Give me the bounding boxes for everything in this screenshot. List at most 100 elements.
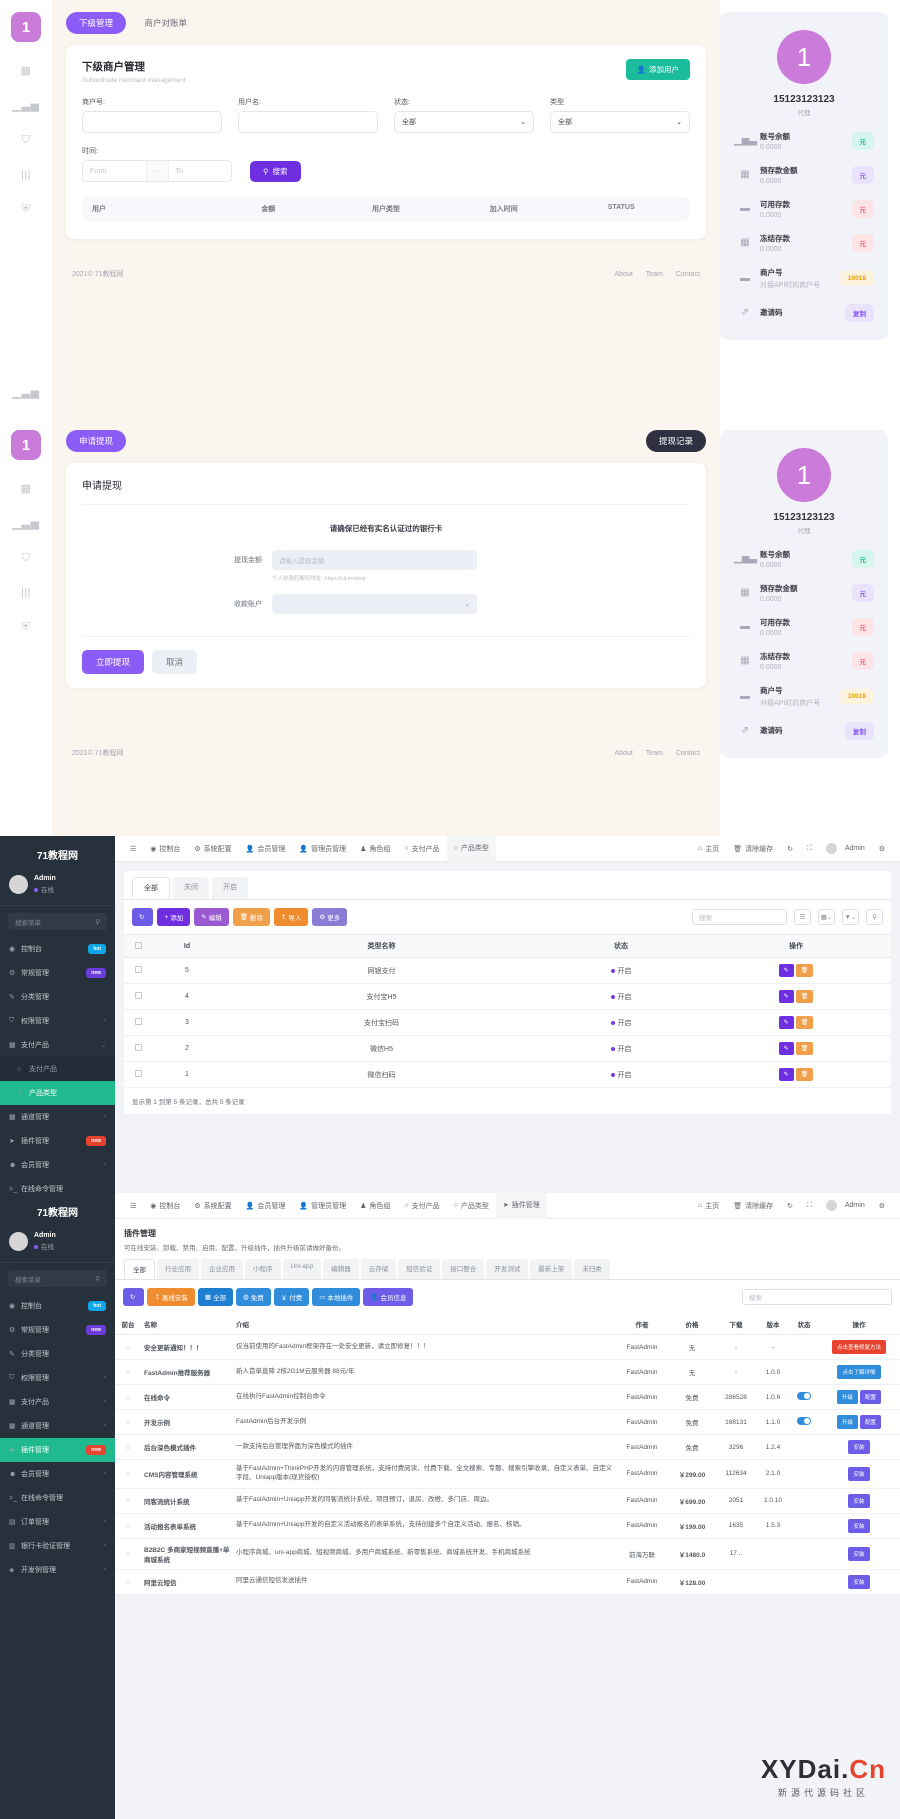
plugin-action-button[interactable]: 安装	[848, 1440, 870, 1454]
row-checkbox[interactable]	[134, 1070, 142, 1077]
edit-button[interactable]: ✎	[778, 964, 794, 977]
plugin-toolbar-button-1[interactable]: ↥ 离线安装	[147, 1288, 195, 1306]
plugin-tab-11[interactable]: 未归类	[574, 1259, 610, 1279]
plugin-action2-button[interactable]: 配置	[860, 1415, 882, 1429]
toolbar-button-1[interactable]: + 添加	[157, 908, 191, 926]
row-select[interactable]	[124, 957, 152, 984]
delete-button[interactable]: 🗑	[795, 1068, 814, 1081]
plugin-row[interactable]: ⌂ B2B2C 多商家短视频直播+单商城系统 小程序商城、uni-app商城、短视频…	[115, 1538, 900, 1570]
nav-item-5[interactable]: ○ 支付产品	[397, 1193, 446, 1219]
plugin-tab-7[interactable]: 短信验证	[398, 1259, 441, 1279]
delete-button[interactable]: 🗑	[795, 990, 814, 1003]
menu-search-input[interactable]: 搜索菜单 ⚲	[8, 913, 107, 930]
balance-badge[interactable]: 复制	[845, 722, 874, 740]
balance-badge[interactable]: 元	[851, 132, 874, 150]
menu-toggle-icon[interactable]: ☰	[130, 1202, 137, 1210]
edit-button[interactable]: ✎	[778, 1042, 794, 1055]
sidebar-item-8[interactable]: ➤ 插件管理 new	[0, 1129, 115, 1153]
plugin-tab-10[interactable]: 最新上架	[530, 1259, 573, 1279]
balance-badge[interactable]: 元	[851, 584, 874, 602]
nav-right-item-1[interactable]: 🗑 清除缓存	[726, 844, 780, 854]
tab-2[interactable]: 开启	[212, 877, 248, 899]
row-select[interactable]	[124, 1061, 152, 1088]
lock-icon[interactable]: ⛨	[21, 203, 31, 215]
balance-badge[interactable]: 复制	[845, 304, 874, 322]
plugin-toolbar-button-4[interactable]: ￥ 付费	[273, 1288, 310, 1306]
shield-icon[interactable]: ⛉	[21, 134, 31, 146]
plugin-row[interactable]: ⌂ 同客流统计系统 基于FastAdmin+Uniapp开发的同客流统计系统，项目预…	[115, 1488, 900, 1514]
nav-item-0[interactable]: ◉ 控制台	[143, 1193, 187, 1219]
date-to-input[interactable]: To	[175, 167, 183, 175]
row-checkbox[interactable]	[134, 1018, 142, 1025]
sidebar-item-0[interactable]: ◉ 控制台 hot	[0, 1294, 115, 1318]
tab-0[interactable]: 全部	[132, 877, 170, 899]
balance-badge[interactable]: 元	[851, 652, 874, 670]
sidebar-item-10[interactable]: ▥ 银行卡验证管理 ‹	[0, 1534, 115, 1558]
plugin-row[interactable]: ⌂ 安全更新通知！！！ 仅当前使用的FastAdmin框架存在一处安全更新，请立即修…	[115, 1334, 900, 1360]
row-select[interactable]	[124, 983, 152, 1010]
table-row[interactable]: 4 支付宝H5 开启 ✎ 🗑	[124, 983, 891, 1010]
plugin-action-button[interactable]: 升级	[836, 1390, 858, 1404]
plugin-tab-1[interactable]: 行业应用	[157, 1259, 199, 1279]
plugin-tab-9[interactable]: 开发测试	[486, 1259, 529, 1279]
sidebar-item-3[interactable]: ⛉ 权限管理 ‹	[0, 1366, 115, 1390]
bar-chart-icon[interactable]: ▁▃▅	[12, 518, 40, 530]
nav-item-6[interactable]: ○ 产品类型	[447, 1193, 496, 1219]
admin-user-block[interactable]: Admin 在线	[0, 871, 115, 906]
submit-withdraw-button[interactable]: 立即提现	[82, 650, 145, 674]
plugin-action-button[interactable]: 安装	[848, 1518, 870, 1533]
fullscreen-icon[interactable]: ⛶	[807, 1201, 812, 1209]
sidebar-item-10[interactable]: >_ 在线命令管理	[0, 1177, 115, 1201]
plugin-row[interactable]: ⌂ 阿里云短信 阿里云通信短信发送插件 FastAdmin ￥128.00 安装	[115, 1569, 900, 1595]
edit-button[interactable]: ✎	[778, 990, 794, 1003]
toolbar-button-5[interactable]: ⚙ 更多	[312, 908, 348, 926]
sidebar-item-7[interactable]: ▦ 通道管理 ‹	[0, 1105, 115, 1129]
tab-1[interactable]: 关闭	[173, 877, 209, 899]
balance-badge[interactable]: 元	[851, 200, 874, 218]
toolbar-button-0[interactable]: ↻	[132, 908, 154, 926]
toolbar-button-4[interactable]: ↥ 导入	[273, 908, 309, 926]
plugin-search-input[interactable]: 搜索	[742, 1289, 892, 1305]
delete-button[interactable]: 🗑	[795, 964, 814, 977]
merchant-no-input[interactable]	[82, 111, 222, 133]
sidebar-item-2[interactable]: ✎ 分类管理	[0, 1342, 115, 1366]
link-team[interactable]: Team	[645, 270, 663, 278]
plugin-toolbar-button-5[interactable]: ▭ 本地插件	[312, 1288, 361, 1306]
nav-item-3[interactable]: 👤 管理员管理	[292, 1193, 353, 1219]
tab-apply-withdraw[interactable]: 申请提现	[66, 430, 127, 452]
sidebar-item-8[interactable]: >_ 在线命令管理	[0, 1486, 115, 1510]
toolbar-button-2[interactable]: ✎ 编辑	[194, 908, 229, 926]
nav-item-1[interactable]: ⚙ 系统配置	[187, 1193, 238, 1219]
table-row[interactable]: 3 支付宝扫码 开启 ✎ 🗑	[124, 1009, 891, 1036]
rail-logo[interactable]: 1	[11, 12, 41, 42]
sidebar-item-6[interactable]: ○ 产品类型	[0, 1081, 115, 1105]
sidebar-item-0[interactable]: ◉ 控制台 hot	[0, 937, 115, 961]
columns-toggle-icon[interactable]: ☰	[794, 909, 811, 925]
link-about[interactable]: About	[614, 749, 633, 757]
date-range-picker[interactable]: From ··· To	[82, 160, 232, 182]
nav-item-2[interactable]: 👤 会员管理	[239, 836, 293, 862]
plugin-action-button[interactable]: 安装	[848, 1493, 870, 1508]
sidebar-item-9[interactable]: ☻ 会员管理 ‹	[0, 1153, 115, 1177]
columns-icon[interactable]: |||	[20, 169, 32, 181]
balance-badge[interactable]: 10018	[839, 689, 874, 704]
refresh-icon[interactable]: ↻	[787, 845, 794, 853]
link-contact[interactable]: Contact	[675, 270, 700, 278]
plugin-row[interactable]: ⌂ 后台深色模式插件 一款支持后台管理界面为深色模式的插件 FastAdmin 免费 32…	[115, 1434, 900, 1460]
table-row[interactable]: 1 微信扫码 开启 ✎ 🗑	[124, 1061, 891, 1088]
plugin-row[interactable]: ⌂ 开发示例 FastAdmin后台开发示例 FastAdmin 免费 168131 1.1…	[115, 1409, 900, 1435]
username-input[interactable]	[238, 111, 378, 133]
sidebar-item-11[interactable]: ◈ 开发例管理 ‹	[0, 1558, 115, 1582]
row-checkbox[interactable]	[134, 992, 142, 999]
plugin-action-button[interactable]: 安装	[848, 1546, 870, 1561]
link-contact[interactable]: Contact	[675, 749, 700, 757]
plugin-toolbar-button-2[interactable]: ▦ 全部	[197, 1288, 234, 1306]
grid-icon[interactable]: ▦	[20, 65, 32, 77]
sidebar-item-1[interactable]: ⚙ 常规管理 new	[0, 1318, 115, 1342]
view-mode-icon[interactable]: ▦⌄	[818, 909, 835, 925]
edit-button[interactable]: ✎	[778, 1068, 794, 1081]
status-select[interactable]: 全部 ⌄	[394, 111, 534, 133]
sidebar-item-5[interactable]: ○ 支付产品	[0, 1057, 115, 1081]
balance-badge[interactable]: 元	[851, 550, 874, 568]
plugin-action-button[interactable]: 点击了解详情	[837, 1365, 881, 1379]
